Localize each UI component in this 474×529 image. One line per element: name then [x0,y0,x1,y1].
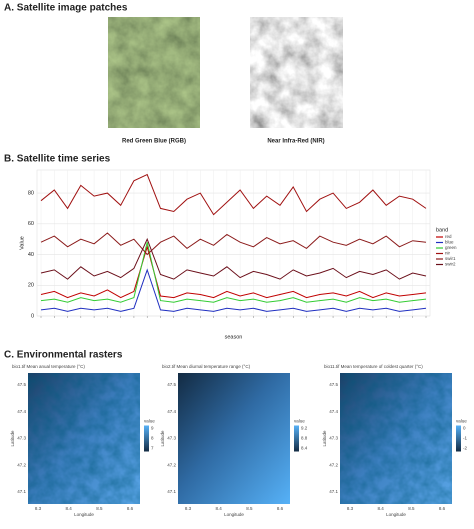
x-axis-label: Longitude [386,512,406,517]
colorbar-label: 9.2 [301,426,308,431]
legend-label: nir [445,251,451,256]
y-tick-label: 47.1 [329,489,338,494]
series-line [40,242,427,303]
panel-title: C. Environmental rasters [4,350,123,361]
x-tick-label: 8.5 [246,506,253,511]
raster-title: bio1.tif Mean anual temperature (°C) [12,364,85,369]
series-line [40,232,427,256]
series-line [40,237,427,280]
legend-label: red [445,234,452,239]
y-tick-label: 20 [28,283,34,289]
legend-label: swir2 [445,262,456,267]
raster-texture [28,373,140,504]
y-tick-label: 47.2 [167,462,176,467]
legend-title: band [436,227,448,233]
x-tick-label: 8.3 [35,506,42,511]
rgb-image [108,17,200,128]
x-tick-label: 8.6 [127,506,134,511]
legend-label: green [445,245,457,250]
y-axis-label: Latitude [10,430,15,447]
raster-title: bio11.tif Mean temperature of coldest qu… [324,364,423,369]
y-tick-label: 0 [31,313,34,319]
y-tick-label: 47.2 [329,462,338,467]
raster-title: bio2.tif Mean diurnal temperature range … [162,364,251,369]
x-tick-label: 8.5 [96,506,103,511]
y-tick-label: 47.4 [329,409,338,414]
legend-title: value [144,419,155,424]
colorbar-label: -2 [463,446,467,451]
image-caption: Near Infra-Red (NIR) [267,139,324,145]
x-tick-label: 8.4 [216,506,223,511]
series-line [40,173,427,216]
y-tick-label: 47.5 [167,382,176,387]
x-tick-label: 8.4 [378,506,385,511]
y-axis-label: Latitude [322,430,327,447]
series-line [40,268,427,312]
colorbar-label: 8.4 [301,446,308,451]
y-tick-label: 47.1 [17,489,26,494]
y-tick-label: 80 [28,191,34,197]
y-tick-label: 47.3 [167,436,176,441]
raster-image [178,373,290,504]
colorbar-label: -1 [463,436,467,441]
x-axis-label: Longitude [74,512,94,517]
y-tick-label: 47.1 [167,489,176,494]
raster-texture [340,373,452,504]
legend-title: value [456,419,467,424]
x-tick-label: 8.6 [277,506,284,511]
y-tick-label: 47.3 [329,436,338,441]
time-series-chart: 020406080Valueseasonbandredbluegreennirs… [19,169,457,340]
colorbar-label: 8 [151,436,154,441]
x-tick-label: 8.3 [347,506,354,511]
y-axis-label: Value [19,236,25,250]
y-tick-label: 47.5 [17,382,26,387]
x-tick-label: 8.5 [408,506,415,511]
colorbar-label: 9 [151,426,154,431]
x-axis-label: season [225,334,243,340]
panel-title: B. Satellite time series [4,154,111,165]
colorbar-label: 0 [463,426,466,431]
x-tick-label: 8.4 [66,506,73,511]
y-tick-label: 47.3 [17,436,26,441]
colorbar-label: 7 [151,446,154,451]
panel-title: A. Satellite image patches [4,3,128,14]
y-tick-label: 47.4 [17,409,26,414]
y-tick-label: 47.4 [167,409,176,414]
legend-label: swir1 [445,256,456,261]
nir-image [250,17,343,128]
colorbar [456,425,461,452]
y-tick-label: 60 [28,221,34,227]
colorbar [144,425,149,452]
y-tick-label: 40 [28,252,34,258]
y-axis-label: Latitude [160,430,165,447]
x-tick-label: 8.6 [439,506,446,511]
colorbar-label: 8.8 [301,436,308,441]
x-axis-label: Longitude [224,512,244,517]
legend-title: value [294,419,305,424]
image-caption: Red Green Blue (RGB) [122,139,186,145]
y-tick-label: 47.5 [329,382,338,387]
x-tick-label: 8.3 [185,506,192,511]
y-tick-label: 47.2 [17,462,26,467]
colorbar [294,425,299,452]
legend-label: blue [445,240,454,245]
rasters: bio1.tif Mean anual temperature (°C) 8.3 8… [10,364,467,517]
series-line [40,244,427,299]
